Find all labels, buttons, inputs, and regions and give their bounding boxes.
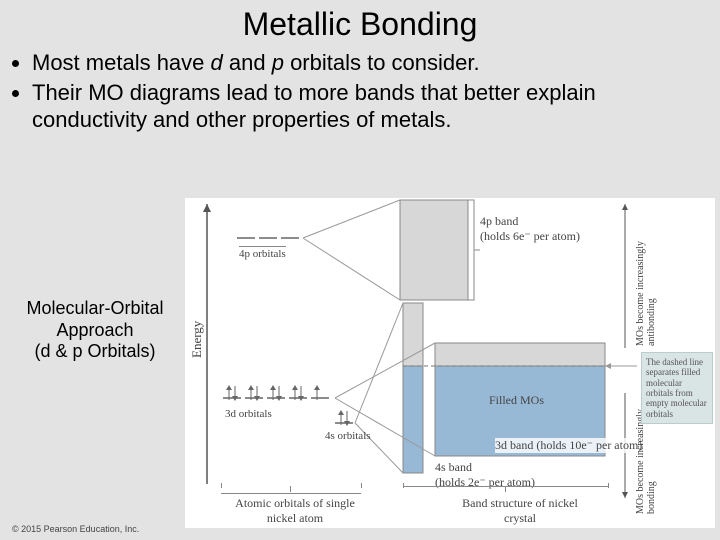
energy-diagram: Energy 4p orbitals 3d orbitals 4s orbita… (185, 198, 715, 528)
filled-mos-label: Filled MOs (489, 393, 544, 408)
band-4p-label: 4p band (holds 6e⁻ per atom) (480, 214, 580, 244)
orbital-4s-label: 4s orbitals (325, 430, 371, 442)
right-caption: Band structure of nickel crystal (445, 496, 595, 526)
axis-label: Energy (189, 321, 205, 358)
orbital-4p-label: 4p orbitals (239, 246, 286, 260)
left-brace (221, 486, 361, 494)
bullet-1: Most metals have d and p orbitals to con… (32, 49, 708, 77)
arrow-top-label: MOs become increasingly antibonding (635, 201, 657, 346)
bullet-2: Their MO diagrams lead to more bands tha… (32, 79, 708, 134)
left-caption: Atomic orbitals of single nickel atom (230, 496, 360, 526)
orbital-3d-label: 3d orbitals (225, 408, 272, 420)
page-title: Metallic Bonding (0, 0, 720, 43)
band-3d-label: 3d band (holds 10e⁻ per atom) (495, 438, 642, 453)
note-box: The dashed line separates filled molecul… (641, 352, 713, 424)
bullet-list: Most metals have d and p orbitals to con… (0, 43, 720, 134)
copyright: © 2015 Pearson Education, Inc. (12, 524, 139, 534)
subcaption: Molecular-Orbital Approach (d & p Orbita… (10, 298, 180, 363)
